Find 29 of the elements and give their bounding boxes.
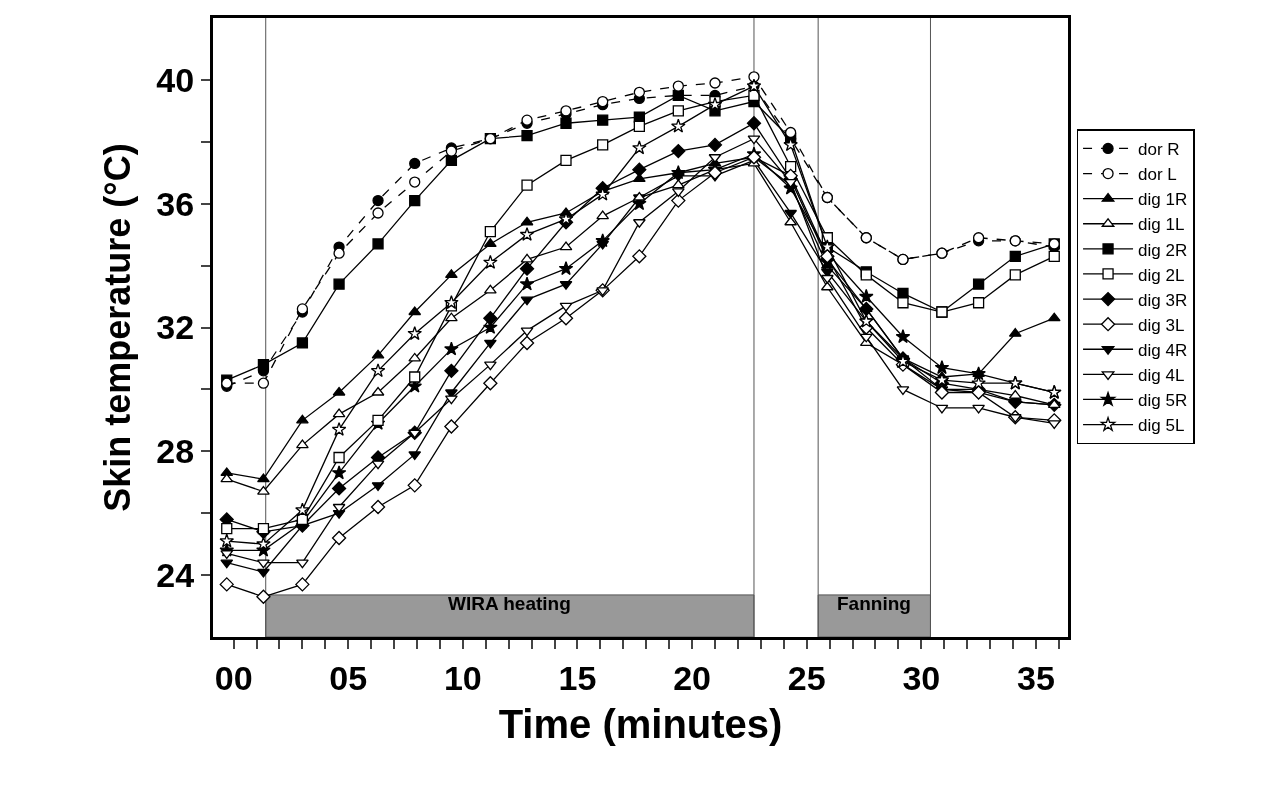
legend-label: dig 3R <box>1138 290 1188 310</box>
x-tick-label: 15 <box>558 658 597 697</box>
x-tick-label: 30 <box>902 658 941 697</box>
y-tick-label: 28 <box>156 432 195 471</box>
x-tick-label: 05 <box>329 658 368 697</box>
legend-label: dor L <box>1138 165 1177 185</box>
x-tick-label: 20 <box>673 658 711 697</box>
x-axis-title: Time (minutes) <box>498 702 783 747</box>
legend-label: dig 3L <box>1138 315 1185 335</box>
legend-label: dig 5R <box>1138 391 1188 411</box>
legend-label: dor R <box>1138 140 1180 160</box>
legend-label: dig 5L <box>1138 416 1185 436</box>
legend-label: dig 4L <box>1138 366 1185 385</box>
y-tick-label: 40 <box>156 60 195 99</box>
x-tick-label: 10 <box>443 658 482 697</box>
legend-label: dig 1R <box>1138 190 1188 210</box>
legend-label: dig 2L <box>1138 265 1185 285</box>
y-axis-title: Skin temperature (°C) <box>97 143 139 512</box>
y-tick-label: 24 <box>156 556 195 594</box>
x-tick-label: 25 <box>787 658 826 697</box>
y-tick-label: 32 <box>156 308 195 347</box>
y-tick-label: 36 <box>156 184 195 223</box>
band-label: Fanning <box>837 593 911 614</box>
x-tick-label: 35 <box>1017 658 1055 697</box>
band-label: WIRA heating <box>448 593 571 614</box>
legend-label: dig 4R <box>1138 340 1188 360</box>
x-tick-label: 00 <box>214 658 253 697</box>
legend-label: dig 2R <box>1138 240 1188 260</box>
legend-label: dig 1L <box>1138 215 1185 235</box>
